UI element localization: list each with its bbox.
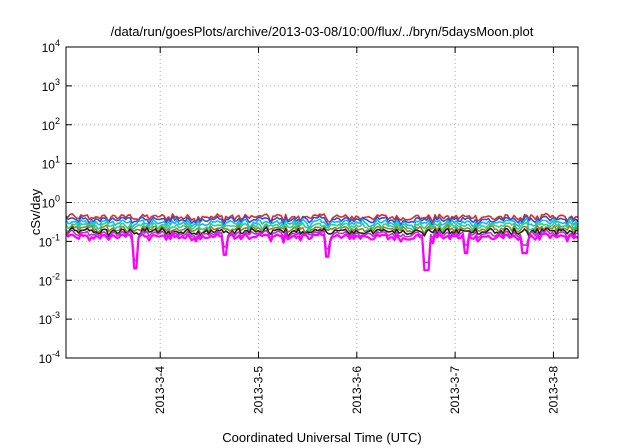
series-group <box>65 212 579 272</box>
x-tick-label: 2013-3-8 <box>546 366 560 414</box>
y-axis: 10-4 10-3 10-2 10-1 100 101 102 103 104 <box>39 38 578 366</box>
grid <box>66 47 578 358</box>
y-tick-label: 10-2 <box>39 271 60 288</box>
x-axis-label: Coordinated Universal Time (UTC) <box>222 430 421 445</box>
chart-title: /data/run/goesPlots/archive/2013-03-08/1… <box>111 24 534 39</box>
y-tick-label: 101 <box>42 155 60 172</box>
x-tick-label: 2013-3-5 <box>252 366 266 414</box>
x-axis: 2013-3-4 2013-3-5 2013-3-6 2013-3-7 2013-3-8 <box>153 47 560 414</box>
y-tick-label: 10-1 <box>39 232 60 249</box>
x-tick-label: 2013-3-7 <box>448 366 462 414</box>
y-tick-label: 10-3 <box>39 310 60 327</box>
series-line <box>65 217 579 230</box>
y-axis-label: cSv/day <box>28 188 43 235</box>
series-line <box>65 226 579 238</box>
series-line <box>65 232 579 272</box>
y-tick-label: 10-4 <box>39 349 60 366</box>
series-line <box>65 212 579 224</box>
series-line <box>65 229 579 264</box>
y-tick-label: 104 <box>42 38 60 55</box>
y-tick-label: 100 <box>42 194 60 211</box>
series-line <box>65 215 579 228</box>
series-line <box>65 220 579 233</box>
y-tick-label: 103 <box>42 77 60 94</box>
x-tick-label: 2013-3-6 <box>350 366 364 414</box>
series-line <box>65 224 579 235</box>
x-tick-label: 2013-3-4 <box>153 366 167 414</box>
y-tick-label: 102 <box>42 116 60 133</box>
